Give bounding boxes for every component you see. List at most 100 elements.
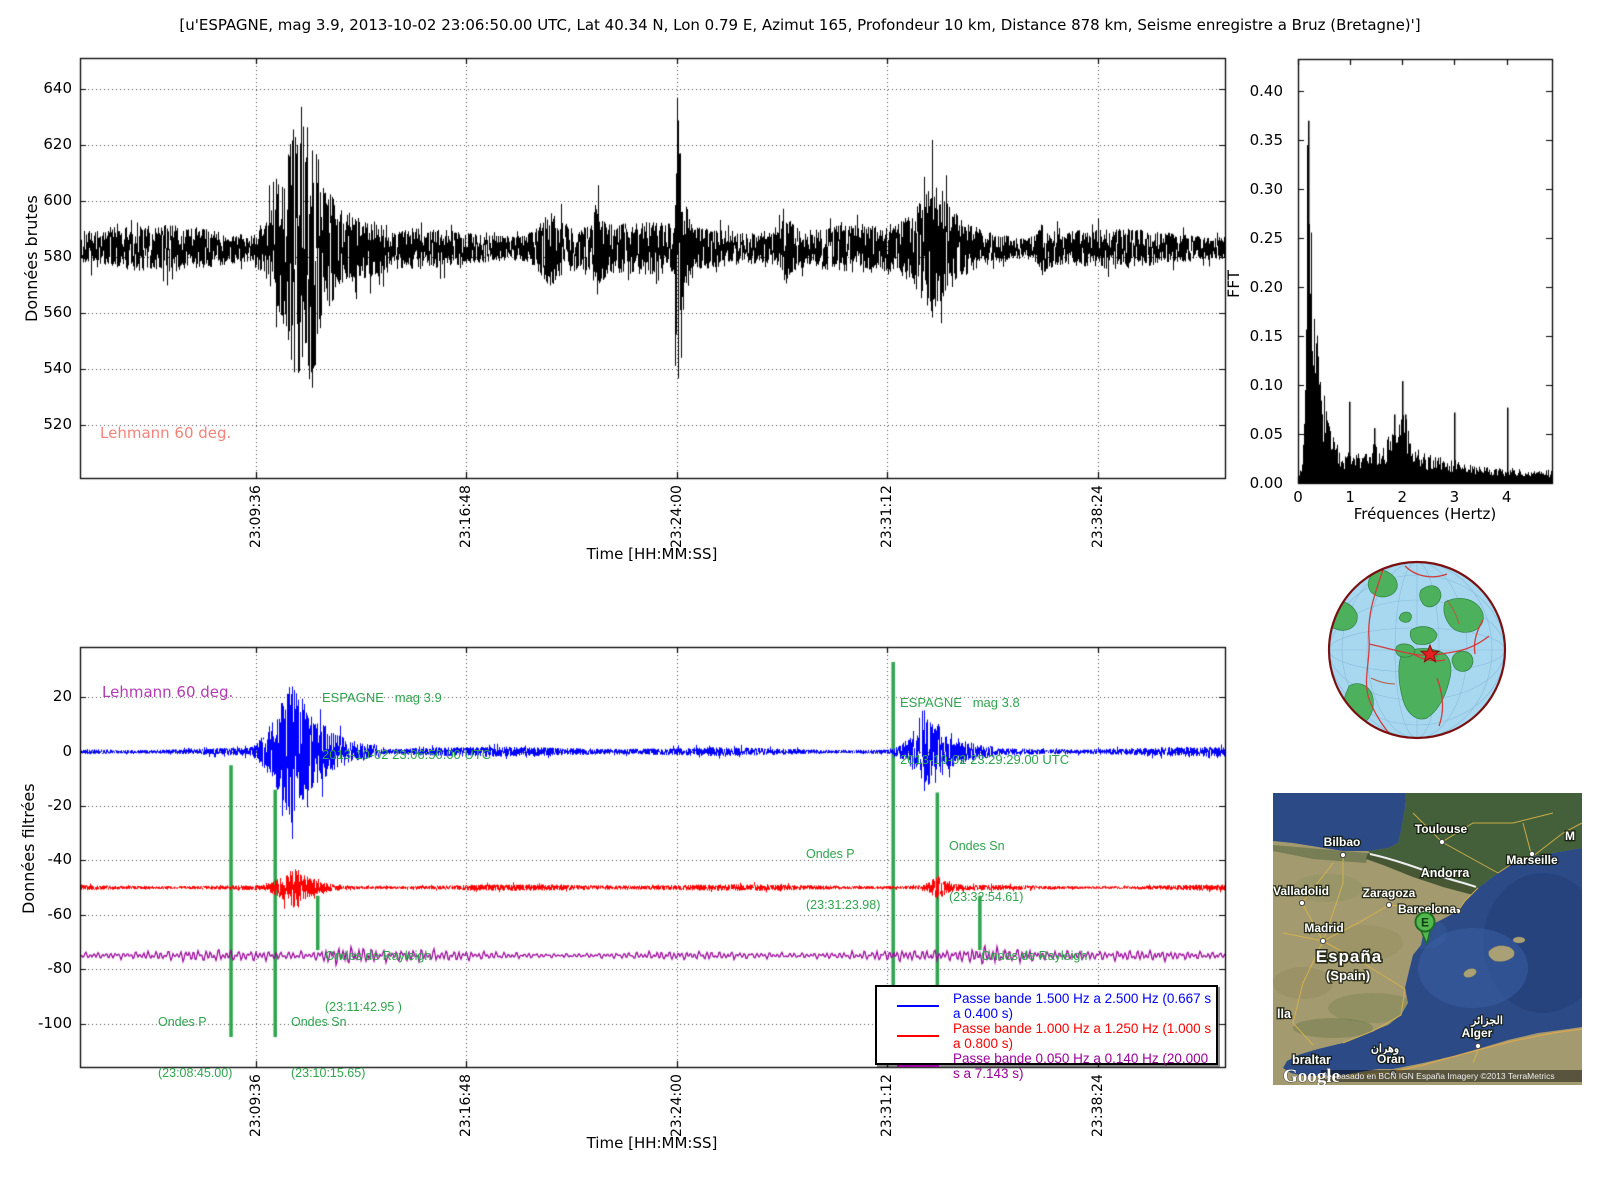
- plate-boundaries: [1365, 563, 1490, 737]
- fft-y-tick-label: 0.30: [1249, 180, 1283, 199]
- map-city-labels: Bilbao Toulouse Marseille M Andorra Valladoli…: [1273, 821, 1576, 1077]
- x-tick-label: 23:38:24: [1089, 485, 1106, 548]
- fft-x-tick-label: 4: [1501, 488, 1512, 506]
- x-tick-label: 23:09:36: [247, 1074, 264, 1137]
- map-attribution: le, basado en BCN IGN España Imagery ©20…: [1325, 1071, 1555, 1081]
- map-epicenter-pin: E: [1414, 911, 1436, 947]
- y-tick-label: 0: [62, 741, 72, 760]
- fft-x-tick-label: 1: [1345, 488, 1355, 506]
- y-tick-label: 20: [52, 687, 72, 706]
- map-roads: [1282, 812, 1582, 1078]
- map-city-label: Barcelona: [1398, 902, 1456, 916]
- fft-x-tick-label: 2: [1397, 488, 1408, 506]
- map-city-dot: [1528, 850, 1536, 858]
- fft-y-tick-label: 0.10: [1249, 376, 1283, 395]
- phase-label-sn1: Ondes Sn (23:10:15.65): [291, 1015, 366, 1080]
- y-tick-label: -20: [47, 796, 73, 815]
- filtered-xlabel: Time [HH:MM:SS]: [586, 1134, 718, 1152]
- map-city-label: Alger: [1462, 1026, 1493, 1040]
- map-city-label: Madrid: [1304, 921, 1343, 935]
- map-city-label: Bilbao: [1324, 835, 1361, 849]
- legend-label: Passe bande 1.500 Hz a 2.500 Hz (0.667 s…: [953, 991, 1212, 1021]
- map-city-label: M: [1565, 829, 1575, 843]
- y-tick-label: -100: [37, 1013, 72, 1032]
- x-tick-label: 23:31:12: [879, 485, 896, 548]
- x-tick-label: 23:16:48: [458, 1074, 475, 1137]
- map-city-dot: [1438, 838, 1446, 846]
- phase-label-sn2: Ondes Sn (23:32:54.61): [949, 839, 1024, 904]
- fft-y-tick-label: 0.25: [1249, 229, 1283, 248]
- y-tick-label: 540: [43, 358, 72, 377]
- map-city-dot: [1319, 937, 1327, 945]
- map-city-label: Zaragoza: [1363, 886, 1416, 900]
- legend-label: Passe bande 1.000 Hz a 1.250 Hz (1.000 s…: [953, 1021, 1212, 1051]
- globe-inset: [1327, 560, 1507, 740]
- event-annotation-1: ESPAGNE mag 3.9 2013-10-02 23:06:50.00 U…: [322, 650, 491, 802]
- epicenter-star-icon: [1419, 643, 1441, 663]
- legend-line-sample-blue: [897, 1005, 939, 1007]
- y-tick-label: 520: [43, 414, 72, 433]
- map-city-label: braltar: [1292, 1053, 1331, 1067]
- phase-label-p1: Ondes P (23:08:45.00): [158, 1015, 233, 1080]
- map-attribution-bar: [1321, 1070, 1582, 1082]
- station-label-filtered: Lehmann 60 deg.: [102, 683, 234, 701]
- fft-y-tick-label: 0.15: [1249, 327, 1283, 346]
- legend: Passe bande 1.500 Hz a 2.500 Hz (0.667 s…: [875, 985, 1218, 1081]
- map-city-label: Andorra: [1421, 866, 1471, 880]
- map-city-dot: [1474, 1042, 1482, 1050]
- event2-name: ESPAGNE mag 3.8: [900, 695, 1020, 710]
- fft-y-tick-label: 0.05: [1249, 425, 1283, 444]
- map-sea-biscay: [1273, 793, 1406, 851]
- y-tick-label: 560: [43, 302, 72, 321]
- y-tick-label: 580: [43, 246, 72, 265]
- x-tick-label: 23:24:00: [668, 1074, 685, 1137]
- phase-label-rayleigh1: Ondes de Rayleigh (23:11:42.95 ): [325, 949, 432, 1014]
- map-inset: Bilbao Toulouse Marseille M Andorra Valladoli…: [1273, 793, 1582, 1085]
- fft-x-tick-label: 0: [1293, 488, 1303, 506]
- pin-letter: E: [1421, 916, 1429, 930]
- fft-y-tick-label: 0.40: [1249, 82, 1283, 101]
- map-pyrenees: [1366, 853, 1478, 895]
- event1-time: 2013-10-02 23:06:50.00 UTC: [322, 747, 492, 762]
- event-annotation-2: ESPAGNE mag 3.8 2013-10-02 23:29:29.00 U…: [900, 655, 1069, 807]
- map-france: [1368, 793, 1582, 888]
- x-tick-label: 23:09:36: [247, 485, 264, 548]
- map-city-dot: [1454, 907, 1462, 915]
- event1-name: ESPAGNE mag 3.9: [322, 690, 442, 705]
- map-city-label: lla: [1277, 1007, 1292, 1021]
- map-city-label: وهران: [1371, 1043, 1399, 1055]
- legend-item: Passe bande 0.050 Hz a 0.140 Hz (20.000 …: [877, 1051, 1216, 1081]
- x-tick-label: 23:16:48: [458, 485, 475, 548]
- legend-item: Passe bande 1.000 Hz a 1.250 Hz (1.000 s…: [877, 1021, 1216, 1051]
- fft-xlabel: Fréquences (Hertz): [1353, 505, 1497, 523]
- y-tick-label: -60: [47, 904, 73, 923]
- map-city-dot: [1385, 901, 1393, 909]
- map-city-label: Toulouse: [1415, 822, 1468, 836]
- map-city-dot: [1298, 899, 1306, 907]
- y-tick-label: 620: [43, 134, 72, 153]
- globe-continents: [1329, 569, 1484, 725]
- figure-title: [u'ESPAGNE, mag 3.9, 2013-10-02 23:06:50…: [179, 16, 1421, 34]
- google-logo: Google: [1283, 1066, 1340, 1085]
- map-country-label: España: [1316, 947, 1382, 966]
- raw-xlabel: Time [HH:MM:SS]: [586, 545, 718, 563]
- station-label-raw: Lehmann 60 deg.: [100, 424, 232, 442]
- y-tick-label: -80: [47, 959, 73, 978]
- map-city-dot: [1339, 851, 1347, 859]
- plate-boundaries-secondary: [1370, 599, 1460, 685]
- x-tick-label: 23:31:12: [879, 1074, 896, 1137]
- map-city-label: Marseille: [1506, 853, 1558, 867]
- map-city-label: Oran: [1377, 1052, 1405, 1066]
- legend-label: Passe bande 0.050 Hz a 0.140 Hz (20.000 …: [953, 1051, 1209, 1081]
- x-tick-label: 23:24:00: [668, 485, 685, 548]
- legend-item: Passe bande 1.500 Hz a 2.500 Hz (0.667 s…: [877, 991, 1216, 1021]
- y-tick-label: 600: [43, 190, 72, 209]
- fft-x-tick-label: 3: [1449, 488, 1460, 506]
- y-tick-label: 640: [43, 78, 72, 97]
- y-tick-label: -40: [47, 850, 73, 869]
- map-islands: [1463, 936, 1526, 978]
- map-terrain: [1273, 845, 1418, 1038]
- map-country-sublabel: (Spain): [1326, 968, 1370, 983]
- legend-line-sample-purple: [897, 1065, 939, 1067]
